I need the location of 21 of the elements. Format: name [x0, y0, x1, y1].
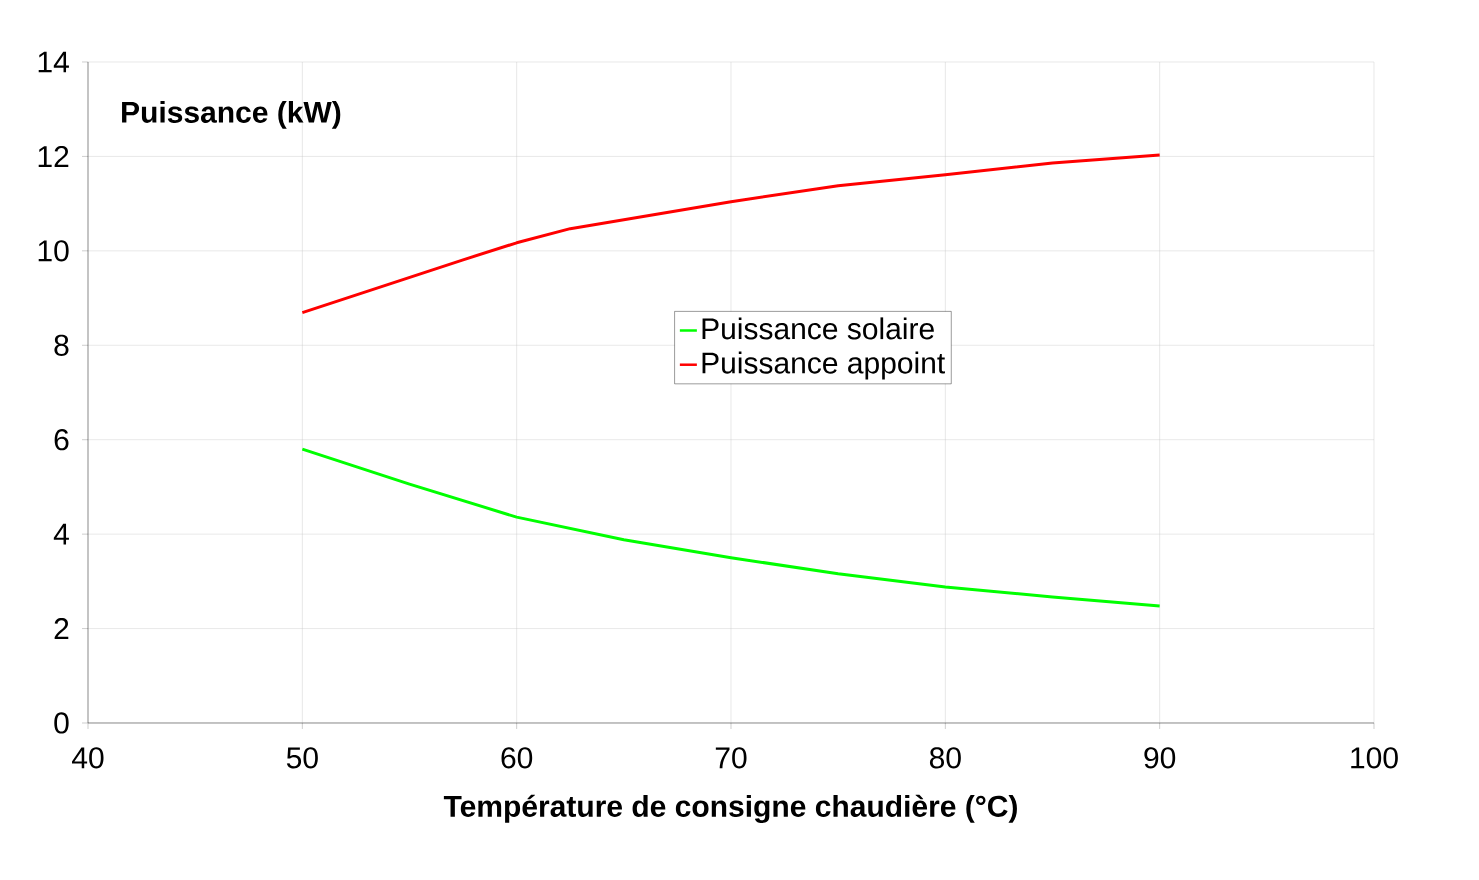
y-axis-title: Puissance (kW)	[122, 100, 341, 129]
x-tick-label: 100	[1351, 747, 1398, 769]
line-series	[300, 447, 1162, 608]
y-tick-label: 12	[38, 145, 69, 167]
y-tick-label: 14	[38, 51, 69, 73]
y-tick-label: 8	[54, 334, 69, 356]
legend-label: Puissance solaire	[702, 317, 934, 340]
x-tick-label: 40	[72, 747, 104, 769]
y-tick-label: 10	[38, 240, 69, 262]
x-tick-label: 70	[715, 747, 747, 769]
y-tick-label: 4	[53, 523, 69, 545]
y-tick-label: 0	[54, 712, 69, 734]
x-axis-title: Température de consigne chaudière (°C)	[443, 794, 1017, 823]
y-tick-label: 6	[54, 429, 69, 451]
x-tick-label: 60	[501, 747, 533, 769]
x-tick-label: 90	[1144, 747, 1176, 769]
x-tick-label: 50	[286, 747, 318, 769]
y-tick-label: 2	[54, 618, 69, 640]
x-tick-label: 80	[929, 747, 961, 769]
line-series	[300, 153, 1162, 315]
legend-label: Puissance appoint	[702, 351, 945, 380]
